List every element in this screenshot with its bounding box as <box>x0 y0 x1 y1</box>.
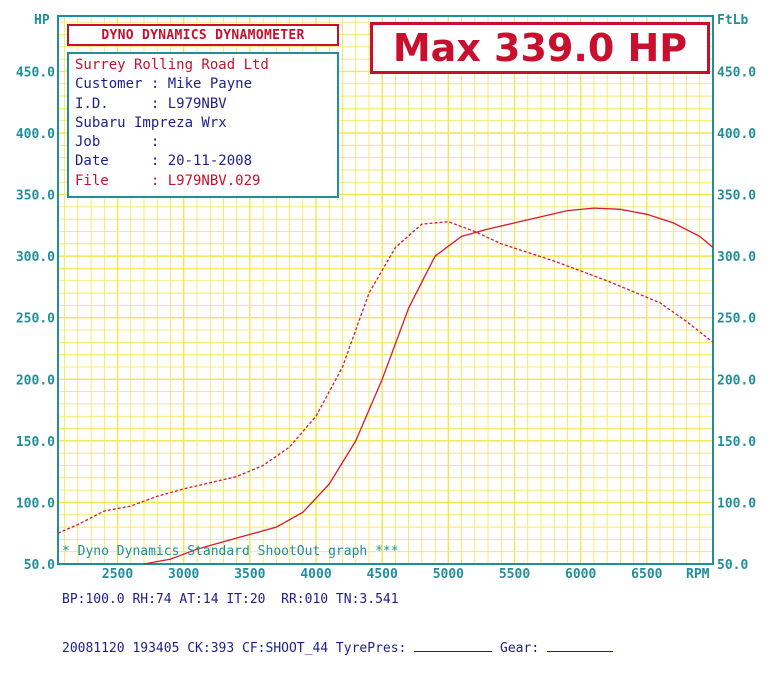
footer-conditions: BP:100.0 RH:74 AT:14 IT:20 RR:010 TN:3.5… <box>62 592 399 607</box>
x-tick-label: 3000 <box>168 567 199 582</box>
x-tick-label: 2500 <box>102 567 133 582</box>
plot-frame <box>57 15 714 565</box>
x-tick-label: 4000 <box>300 567 331 582</box>
y-tick-label-left: 50.0 <box>24 558 55 573</box>
series-line-hp <box>143 207 714 565</box>
run-info-panel: Surrey Rolling Road Ltd Customer : Mike … <box>67 52 339 198</box>
x-tick-label: 5500 <box>499 567 530 582</box>
footer-graph-type: * Dyno Dynamics Standard ShootOut graph … <box>62 544 399 559</box>
x-tick-label: 3500 <box>234 567 265 582</box>
y-tick-label-right: 150.0 <box>717 435 756 450</box>
y-tick-label-left: 250.0 <box>16 312 55 327</box>
file-line: File : L979NBV.029 <box>75 172 261 189</box>
tick-labels: 50.0 50.0 100.0 100.0 150.0 150.0 200.0 200.0 25… <box>16 65 756 582</box>
vehicle-line: Subaru Impreza Wrx <box>75 114 227 131</box>
y-tick-label-left: 350.0 <box>16 189 55 204</box>
footer-run-meta: 20081120 193405 CK:393 CF:SHOOT_44 TyreP… <box>62 640 712 657</box>
curves <box>57 207 714 565</box>
dyno-title: DYNO DYNAMICS DYNAMOMETER <box>67 24 339 46</box>
y-tick-label-right: 400.0 <box>717 127 756 142</box>
y-tick-label-right: 50.0 <box>717 558 748 573</box>
date-line: Date : 20-11-2008 <box>75 153 253 170</box>
y-tick-label-right: 300.0 <box>717 250 756 265</box>
x-tick-label: 5000 <box>433 567 464 582</box>
y-tick-label-right: 450.0 <box>717 65 756 80</box>
x-tick-label: 6000 <box>565 567 596 582</box>
dyno-chart: 50.0 50.0 100.0 100.0 150.0 150.0 200.0 200.0 25… <box>16 13 756 582</box>
company-name: Surrey Rolling Road Ltd <box>75 57 269 73</box>
tyre-pressure-blank <box>414 640 493 652</box>
y-tick-label-left: 450.0 <box>16 65 55 80</box>
job-line: Job : <box>75 134 160 151</box>
y-axis-unit-left: HP <box>34 13 50 28</box>
x-tick-label: 4500 <box>367 567 398 582</box>
customer-line: Customer : Mike Payne <box>75 76 253 93</box>
y-tick-label-left: 400.0 <box>16 127 55 142</box>
footer-gear-label: Gear: <box>492 641 547 656</box>
run-footer: * Dyno Dynamics Standard ShootOut graph … <box>62 512 712 673</box>
max-power-label: Max 339.0 HP <box>370 22 710 74</box>
y-tick-label-right: 250.0 <box>717 312 756 327</box>
x-tick-label: 6500 <box>631 567 662 582</box>
y-tick-label-right: 100.0 <box>717 496 756 511</box>
series-line-ftlb <box>57 221 714 534</box>
id-line: I.D. : L979NBV <box>75 95 227 112</box>
y-tick-label-left: 150.0 <box>16 435 55 450</box>
y-tick-label-right: 200.0 <box>717 373 756 388</box>
gear-blank <box>547 640 613 652</box>
y-tick-label-left: 100.0 <box>16 496 55 511</box>
y-tick-label-left: 200.0 <box>16 373 55 388</box>
y-tick-label-left: 300.0 <box>16 250 55 265</box>
footer-run-stamp: 20081120 193405 CK:393 CF:SHOOT_44 TyreP… <box>62 641 415 656</box>
x-axis-unit: RPM <box>686 567 710 582</box>
y-tick-label-right: 350.0 <box>717 189 756 204</box>
y-axis-unit-right: FtLb <box>717 13 748 28</box>
